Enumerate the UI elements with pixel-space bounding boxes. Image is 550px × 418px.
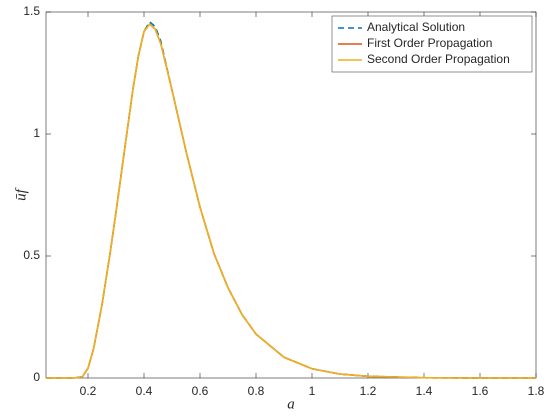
plot-area <box>45 11 537 379</box>
series-line <box>46 23 536 379</box>
y-tick-label: 1.5 <box>23 4 40 18</box>
y-tick-label: 0 <box>33 370 40 384</box>
legend-label: First Order Propagation <box>367 36 492 50</box>
y-tick-label: 1 <box>33 126 40 140</box>
x-tick-label: 0.6 <box>192 384 209 398</box>
x-axis-label: a <box>287 396 295 412</box>
legend-label: Second Order Propagation <box>367 52 510 66</box>
x-tick-label: 1.6 <box>472 384 489 398</box>
x-tick-label: 1 <box>309 384 316 398</box>
x-tick-label: 0.8 <box>248 384 265 398</box>
x-tick-label: 0.2 <box>80 384 97 398</box>
x-tick-label: 1.4 <box>416 384 433 398</box>
x-tick-label: 1.2 <box>360 384 377 398</box>
x-tick-label: 0.4 <box>136 384 153 398</box>
legend-box <box>331 15 533 73</box>
legend-label: Analytical Solution <box>367 20 465 34</box>
y-axis-label: ūf <box>13 187 29 201</box>
y-tick-label: 0.5 <box>23 248 40 262</box>
x-tick-label: 1.8 <box>528 384 545 398</box>
